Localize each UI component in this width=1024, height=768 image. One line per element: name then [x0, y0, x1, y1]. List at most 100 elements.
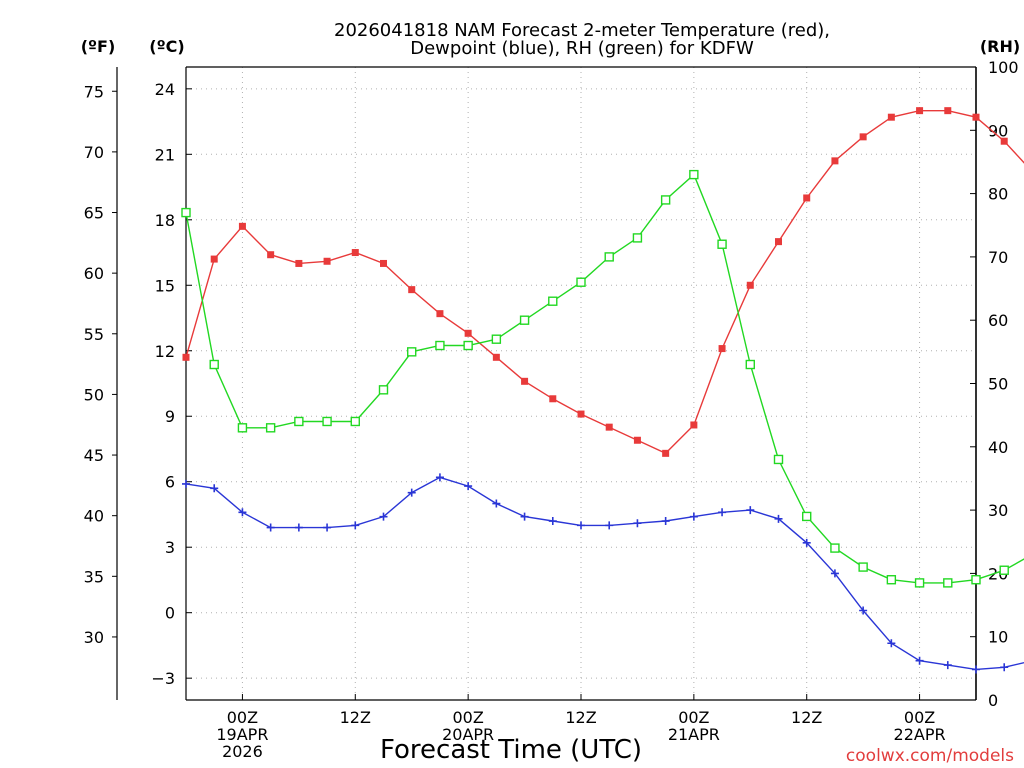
x-tick-label: 00Z — [227, 708, 258, 727]
dewpoint-point — [661, 517, 670, 526]
axes — [116, 66, 977, 701]
rh-point — [802, 511, 812, 522]
dewpoint-point — [802, 538, 811, 547]
dewpoint-point — [943, 661, 952, 670]
rh-tick-label: 70 — [988, 248, 1008, 267]
rh-tick-label: 50 — [988, 375, 1008, 394]
rh-point — [519, 315, 530, 325]
x-axis-label: Forecast Time (UTC) — [380, 735, 642, 765]
rh-point — [548, 296, 558, 306]
dewpoint-point — [746, 506, 755, 515]
celsius-tick-label: 15 — [155, 276, 175, 295]
celsius-tick-label: 9 — [165, 407, 175, 426]
temperature-point — [521, 377, 529, 385]
rh-point — [858, 562, 868, 572]
title-line: Dewpoint (blue), RH (green) for KDFW — [410, 38, 754, 59]
dewpoint-point — [689, 512, 698, 521]
series-line — [185, 173, 1024, 584]
dewpoint-point — [972, 665, 980, 674]
data-series — [181, 107, 1024, 674]
rh-point — [265, 423, 276, 433]
rh-point — [632, 233, 643, 243]
dewpoint-point — [379, 512, 388, 521]
celsius-tick-label: 21 — [155, 145, 175, 164]
celsius-tick-label: 12 — [155, 342, 175, 361]
rh-point — [660, 195, 671, 205]
temperature-point — [210, 255, 218, 263]
temperature-point — [859, 133, 867, 141]
temperature-point — [323, 257, 331, 265]
dewpoint-point — [238, 508, 247, 517]
dewpoint-point — [605, 521, 614, 530]
fahrenheit-tick-label: 70 — [84, 143, 104, 162]
rh-point — [350, 416, 360, 427]
rh-tick-label: 40 — [988, 438, 1008, 457]
temperature-point — [972, 113, 980, 121]
rh-point — [435, 340, 445, 351]
temperature-point — [577, 410, 585, 418]
celsius-tick-label: −3 — [151, 669, 175, 688]
chart-title: 2026041818 NAM Forecast 2-meter Temperat… — [334, 20, 830, 59]
x-tick-label: 19APR — [216, 725, 268, 744]
temperature-point — [464, 329, 472, 337]
rh-point — [999, 565, 1009, 575]
x-tick-label: 21APR — [668, 725, 720, 744]
dewpoint-point — [830, 569, 839, 578]
dewpoint-point — [633, 519, 642, 528]
rh-point — [914, 578, 925, 588]
temperature-point — [436, 310, 444, 318]
fahrenheit-tick-label: 55 — [84, 325, 104, 344]
rh-point — [491, 334, 502, 344]
dewpoint-point — [351, 521, 360, 530]
rh-point — [717, 239, 727, 249]
temperature-point — [775, 238, 782, 246]
x-tick-label: 00Z — [904, 708, 935, 727]
x-tick-label: 12Z — [791, 708, 822, 727]
rh-point — [322, 416, 332, 427]
x-tick-label: 00Z — [678, 708, 709, 727]
rh-point — [181, 207, 191, 218]
fahrenheit-tick-label: 75 — [84, 82, 104, 101]
series-1 — [182, 473, 1024, 674]
temperature-point — [718, 345, 726, 353]
fahrenheit-tick-label: 35 — [84, 567, 104, 586]
rh-tick-label: 90 — [988, 121, 1008, 140]
temperature-point — [182, 353, 190, 361]
dewpoint-point — [577, 521, 585, 530]
rh-point — [943, 578, 953, 588]
dewpoint-point — [859, 606, 868, 615]
dewpoint-point — [915, 656, 924, 665]
rh-point — [407, 347, 417, 357]
fahrenheit-tick-label: 60 — [84, 264, 104, 283]
series-0 — [182, 107, 1024, 457]
rh-point — [773, 454, 784, 465]
celsius-unit-label: (ºC) — [149, 37, 184, 56]
x-tick-label: 2026 — [222, 742, 263, 761]
dewpoint-point — [464, 482, 473, 491]
celsius-tick-label: 3 — [165, 538, 175, 557]
fahrenheit-tick-label: 40 — [84, 507, 104, 526]
temperature-point — [351, 249, 359, 257]
dewpoint-point — [294, 523, 303, 532]
dewpoint-point — [718, 508, 727, 517]
dewpoint-point — [210, 484, 219, 493]
rh-point — [689, 169, 699, 180]
rh-point — [830, 543, 840, 553]
rh-point — [378, 385, 389, 395]
series-2 — [181, 169, 1024, 588]
temperature-point — [267, 251, 275, 259]
rh-tick-label: 10 — [988, 628, 1008, 647]
temperature-point — [944, 107, 952, 115]
credit-link[interactable]: coolwx.com/models — [846, 746, 1014, 766]
celsius-tick-label: 18 — [155, 211, 175, 230]
temperature-point — [380, 259, 387, 267]
dewpoint-point — [492, 499, 501, 508]
x-tick-label: 20APR — [442, 725, 494, 744]
temperature-point — [492, 353, 500, 361]
temperature-point — [549, 395, 557, 403]
rh-point — [463, 340, 473, 351]
fahrenheit-tick-label: 45 — [84, 446, 104, 465]
rh-point — [237, 423, 248, 433]
rh-tick-label: 30 — [988, 501, 1008, 520]
fahrenheit-tick-label: 65 — [84, 204, 104, 223]
